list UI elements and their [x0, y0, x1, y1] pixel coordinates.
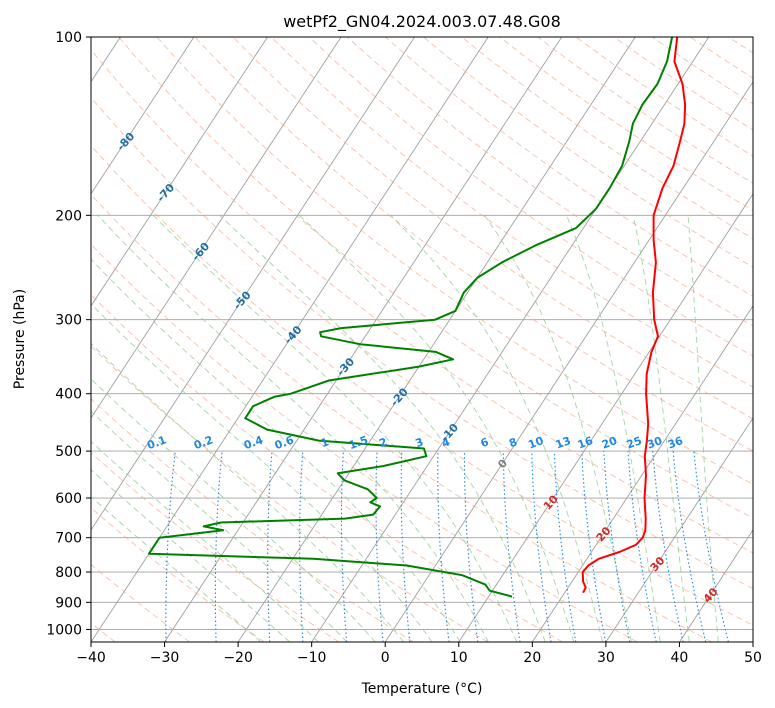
x-tick-label: 50: [744, 650, 762, 666]
x-tick-label: 10: [450, 650, 468, 666]
mixing-ratio-label: 0.2: [192, 433, 215, 452]
mixing-ratio-line: [672, 451, 707, 642]
y-tick-label: 400: [55, 387, 82, 403]
mixing-ratio-line: [693, 451, 729, 642]
y-tick-label: 900: [55, 595, 82, 611]
x-axis-label: Temperature (°C): [361, 681, 483, 697]
mixing-ratio-line: [652, 451, 684, 642]
moist-adiabat: [687, 215, 719, 642]
plot-frame: [90, 36, 754, 643]
dry-adiabat: [232, 37, 753, 420]
mixing-ratio-line: [627, 451, 657, 642]
moist-adiabat: [91, 258, 461, 642]
y-tick-label: 300: [55, 313, 82, 329]
x-tick-label: 40: [671, 650, 689, 666]
dry-adiabat: [91, 294, 563, 642]
isotherm: [384, 80, 753, 642]
dry-adiabat: [91, 144, 753, 626]
dry-adiabat: [91, 452, 340, 642]
y-tick-label: 500: [55, 444, 82, 460]
dry-adiabat: [91, 345, 489, 642]
isotherm: [91, 37, 195, 195]
dry-adiabat: [91, 49, 753, 554]
mixing-ratio-line: [553, 451, 577, 642]
x-tick-label: −10: [297, 650, 327, 666]
mixing-ratio-line: [581, 451, 607, 642]
moist-adiabat: [91, 303, 433, 642]
mixing-ratio-line: [437, 451, 450, 642]
temperature-profile: [581, 37, 687, 594]
x-tick-label: −30: [150, 650, 180, 666]
y-axis-label: Pressure (hPa): [12, 289, 28, 389]
moist-adiabat: [566, 215, 661, 642]
mixing-ratio-label: 36: [666, 434, 685, 452]
moist-adiabat: [91, 440, 319, 642]
moist-adiabat: [91, 469, 291, 642]
mixing-ratio-line: [463, 451, 479, 642]
mixing-ratio-label: 20: [600, 434, 619, 452]
mixing-ratio-label: 25: [625, 434, 644, 451]
mixing-ratio-label: 30: [645, 434, 664, 452]
moist-adiabat: [91, 378, 376, 642]
isotherm: [164, 37, 563, 642]
y-tick-label: 600: [55, 491, 82, 507]
x-tick-label: −20: [223, 650, 253, 666]
x-tick-label: −40: [76, 650, 106, 666]
moist-adiabat: [219, 214, 546, 642]
mixing-ratio-label: 16: [576, 434, 595, 452]
x-tick-label: 30: [597, 650, 615, 666]
moist-adiabat: [91, 410, 348, 642]
y-tick-label: 100: [55, 30, 82, 46]
isotherm: [91, 37, 268, 307]
moist-adiabat: [632, 215, 690, 642]
chart-title: wetPf2_GN04.2024.003.07.48.G08: [283, 12, 561, 32]
y-tick-label: 200: [55, 208, 82, 224]
dry-adiabat: [156, 37, 753, 485]
y-axis: 100 200 300 400 500 600 700 800 900 1000: [46, 30, 91, 638]
moist-adiabat: [153, 214, 518, 642]
mixing-ratio-line: [531, 451, 552, 642]
mixing-ratio-label: 2: [377, 435, 389, 450]
dry-adiabat: [385, 37, 753, 297]
mixing-ratio-label: 4: [440, 435, 452, 450]
y-tick-label: 1000: [46, 622, 82, 638]
dry-adiabat: [91, 507, 265, 642]
dry-adiabat: [118, 37, 753, 519]
y-tick-label: 800: [55, 565, 82, 581]
mixing-ratio-label: 0.6: [273, 433, 296, 452]
dry-adiabat: [194, 37, 753, 452]
x-tick-label: 20: [523, 650, 541, 666]
dewpoint-profile: [148, 37, 674, 598]
isotherm: [91, 37, 342, 419]
mixing-ratio-label: 10: [526, 434, 545, 452]
mixing-ratio-label: 1: [319, 435, 331, 450]
mixing-ratio-label: 6: [479, 435, 491, 450]
moist-adiabat: [91, 496, 262, 642]
x-axis: −40 −30 −20 −10 0 10 20 30 40 50: [76, 642, 762, 666]
isotherm: [679, 529, 753, 642]
mixing-ratio-line: [502, 451, 521, 642]
isotherm: [605, 417, 753, 642]
isotherm: [531, 305, 753, 642]
dry-adiabat: [347, 37, 753, 327]
isotherm: [91, 37, 416, 531]
x-tick-label: 0: [381, 650, 390, 666]
mixing-ratio-label: 3: [414, 435, 426, 450]
mixing-ratio-label: 0.1: [145, 433, 168, 452]
moist-adiabat: [97, 214, 489, 642]
isotherm: [237, 37, 636, 642]
mixing-ratio-line: [603, 451, 631, 642]
mixing-ratio-label: 0.4: [242, 433, 265, 452]
profiles: [148, 37, 687, 598]
background-lines: [91, 37, 753, 642]
moist-adiabat: [298, 214, 575, 642]
y-tick-label: 700: [55, 531, 82, 547]
mixing-ratio-label: 13: [554, 434, 573, 451]
mixing-ratio-label: 1.5: [347, 433, 370, 452]
mixing-ratio-label: 8: [507, 435, 519, 450]
